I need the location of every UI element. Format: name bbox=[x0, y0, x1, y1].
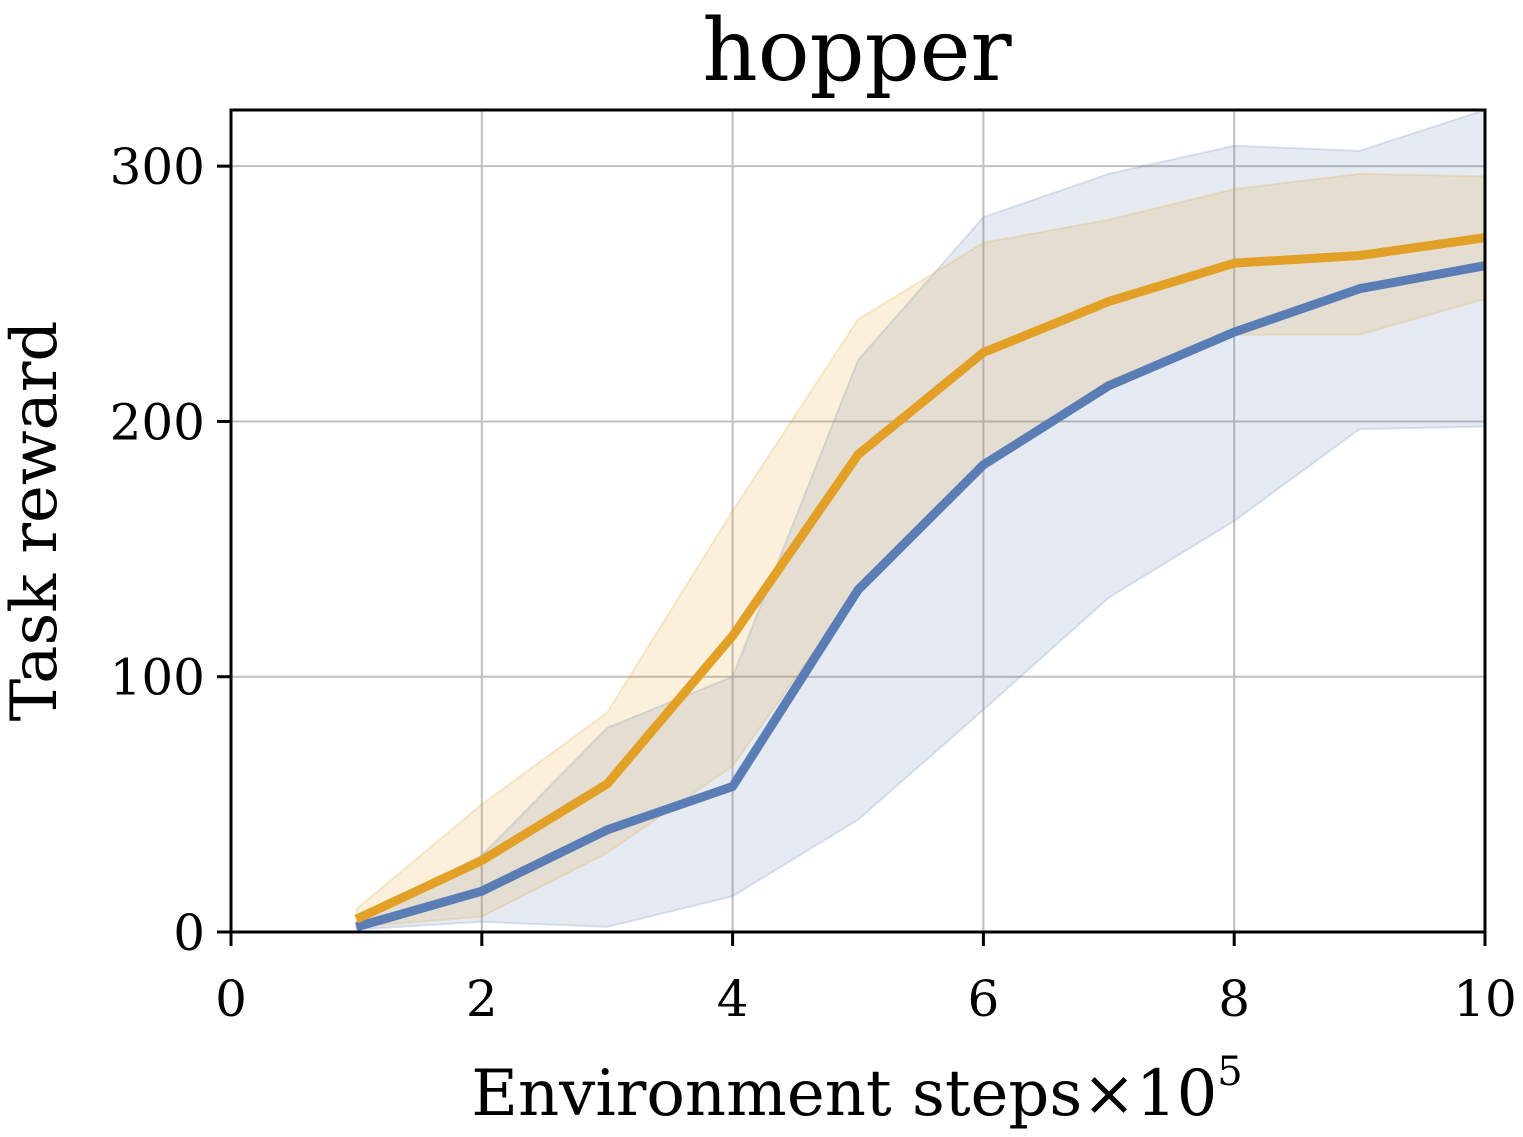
x-axis-multiplier-base: 10 bbox=[1136, 1057, 1217, 1131]
plot-frame bbox=[229, 108, 1487, 934]
y-axis-label: Task reward bbox=[0, 321, 72, 722]
y-tick-label: 0 bbox=[173, 904, 205, 962]
y-tick-label: 300 bbox=[110, 138, 205, 196]
x-tick-label: 0 bbox=[215, 970, 247, 1028]
x-axis-label-text: Environment steps bbox=[471, 1057, 1082, 1131]
x-tick-label: 4 bbox=[717, 970, 749, 1028]
series-lines bbox=[354, 233, 1486, 932]
x-axis-label: Environment steps×105 bbox=[471, 1049, 1243, 1131]
series-1-line bbox=[355, 261, 1486, 932]
x-tick-label: 10 bbox=[1453, 970, 1517, 1028]
series-2-line bbox=[354, 233, 1486, 924]
confidence-bands bbox=[355, 108, 1486, 931]
x-axis-multiplier-sign: × bbox=[1082, 1057, 1136, 1131]
y-tick-label: 200 bbox=[110, 393, 205, 451]
x-tick-label: 6 bbox=[967, 970, 999, 1028]
x-tick-label: 2 bbox=[466, 970, 498, 1028]
x-axis-multiplier-exponent: 5 bbox=[1217, 1049, 1242, 1095]
y-axis-ticks: 0 100 200 300 bbox=[110, 138, 231, 962]
chart-title: hopper bbox=[702, 1, 1012, 101]
y-tick-label: 100 bbox=[110, 649, 205, 707]
x-tick-label: 8 bbox=[1218, 970, 1250, 1028]
x-axis-ticks: 0 2 4 6 8 10 bbox=[215, 932, 1517, 1028]
